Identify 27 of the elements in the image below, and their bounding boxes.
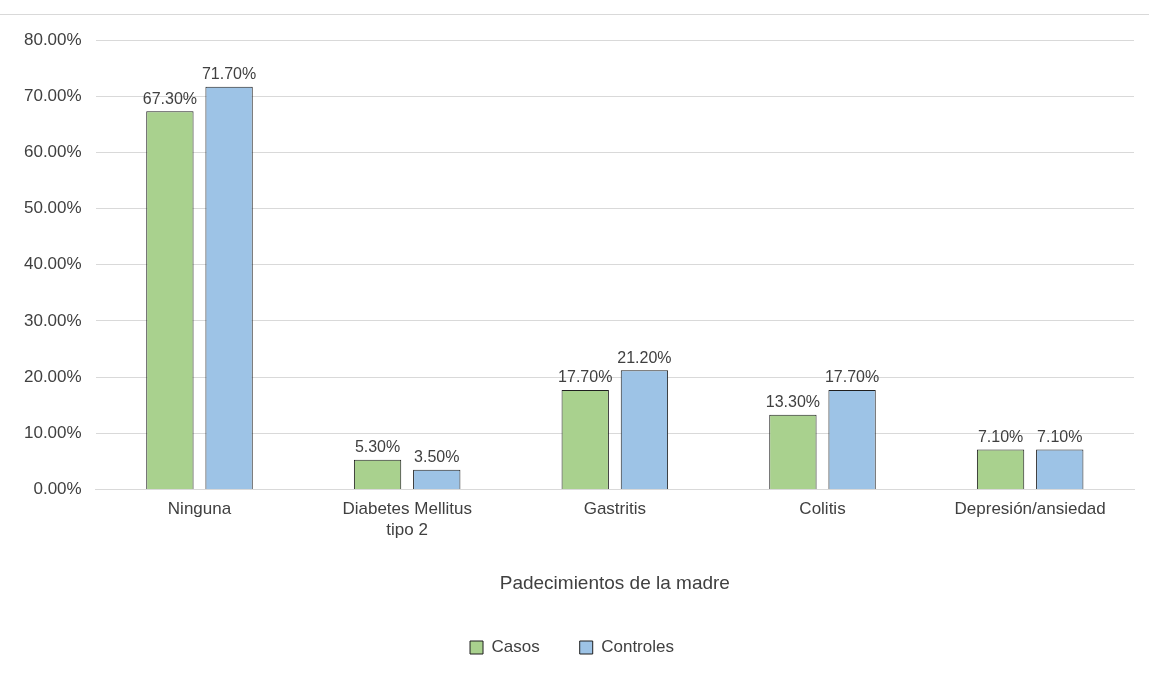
x-tick-label: Depresión/ansiedad <box>954 499 1106 519</box>
data-label: 21.20% <box>617 348 672 366</box>
x-tick-label: Colitis <box>799 499 846 519</box>
legend-label: Controles <box>601 637 674 657</box>
y-tick-label: 10.00% <box>23 422 82 442</box>
data-label: 17.70% <box>824 368 880 386</box>
x-tick-label: Gastritis <box>583 499 646 519</box>
data-label: 5.30% <box>354 438 401 456</box>
y-tick-label: 70.00% <box>23 85 82 105</box>
y-tick-label: 30.00% <box>23 310 82 330</box>
legend-label: Casos <box>491 637 540 657</box>
x-tick-label: Diabetes Mellitus tipo 2 <box>342 499 472 539</box>
y-tick-label: 40.00% <box>23 254 82 274</box>
data-label: 13.30% <box>765 393 821 411</box>
data-label: 7.10% <box>1037 427 1083 445</box>
x-axis-title: Padecimientos de la madre <box>499 571 730 593</box>
data-label: 71.70% <box>201 65 257 83</box>
y-tick-label: 50.00% <box>23 198 82 218</box>
data-label: 17.70% <box>558 368 613 386</box>
y-tick-label: 60.00% <box>23 142 82 162</box>
data-label: 7.10% <box>977 427 1024 445</box>
y-tick-label: 80.00% <box>23 29 82 49</box>
data-label: 3.50% <box>414 448 460 466</box>
y-tick-label: 20.00% <box>23 366 82 386</box>
x-tick-label: Ninguna <box>167 499 232 519</box>
y-tick-label: 0.00% <box>33 479 82 499</box>
data-label: 67.30% <box>142 89 198 107</box>
